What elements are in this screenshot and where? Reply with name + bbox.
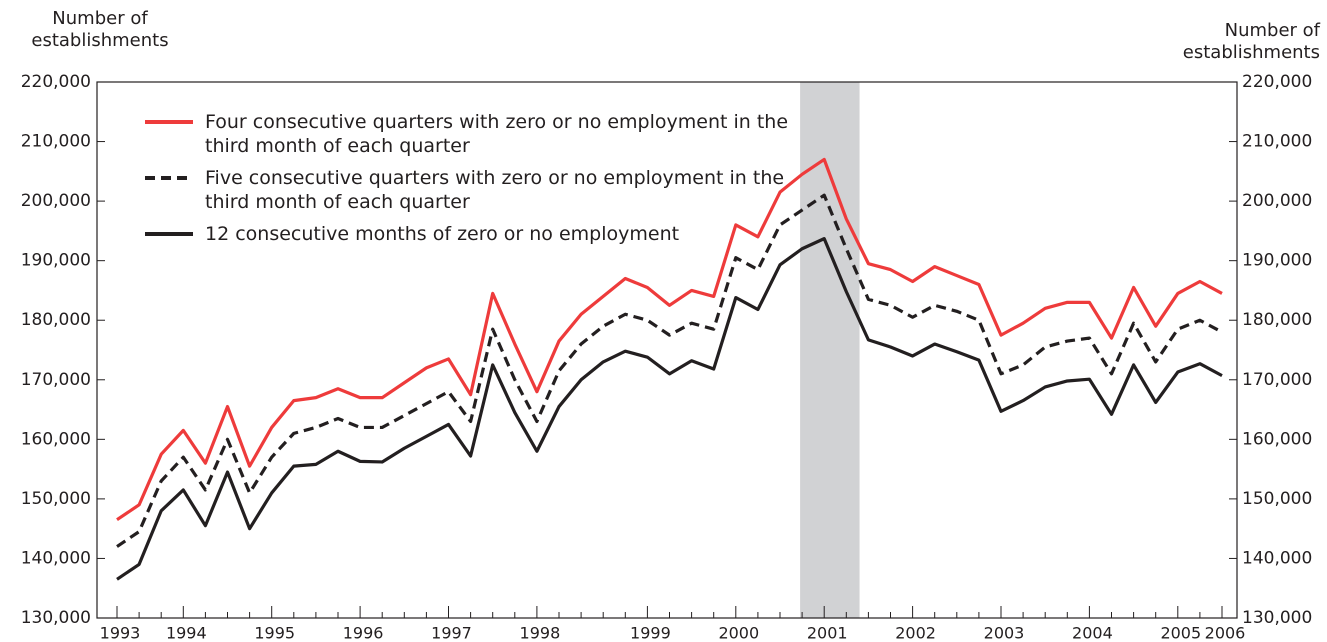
y2-tick-label: 140,000 (1242, 548, 1312, 568)
y-tick-label: 200,000 (21, 191, 91, 211)
y-tick-label: 160,000 (21, 429, 91, 449)
y-tick-label: 150,000 (21, 489, 91, 509)
y-tick-label: 170,000 (21, 370, 91, 390)
legend-swatch (145, 232, 193, 236)
legend-entry: Four consecutive quarters with zero or n… (145, 110, 790, 158)
x-tick-label: 1999 (630, 624, 671, 642)
y2-tick-label: 190,000 (1242, 251, 1312, 271)
x-tick-label: 2000 (718, 624, 759, 642)
series-line (116, 237, 1223, 581)
x-tick-label: 2002 (895, 624, 936, 642)
x-tick-label: 1996 (343, 624, 384, 642)
x-tick-label: 2003 (984, 624, 1025, 642)
x-tick-label: 1995 (254, 624, 295, 642)
y-axis-title: Number of establishments (31, 8, 169, 51)
recession-shade (800, 82, 860, 618)
y2-tick-label: 150,000 (1242, 489, 1312, 509)
x-tick-label: 2005 (1160, 624, 1201, 642)
x-tick-label: 1994 (166, 624, 207, 642)
y-tick-label: 190,000 (21, 251, 91, 271)
legend-entry: Five consecutive quarters with zero or n… (145, 166, 790, 214)
y2-tick-label: 130,000 (1242, 608, 1312, 628)
plot-frame (96, 81, 1238, 619)
x-tick-label: 1993 (100, 624, 141, 642)
series-line (116, 157, 1223, 522)
legend-swatch (145, 176, 193, 180)
y2-tick-label: 200,000 (1242, 191, 1312, 211)
legend-label: 12 consecutive months of zero or no empl… (205, 223, 680, 245)
y-tick-label: 220,000 (21, 72, 91, 92)
y2-tick-label: 180,000 (1242, 310, 1312, 330)
legend-label: Four consecutive quarters with zero or n… (205, 111, 789, 157)
y-tick-label: 140,000 (21, 548, 91, 568)
y2-tick-label: 160,000 (1242, 429, 1312, 449)
x-tick-label: 2006 (1205, 624, 1246, 642)
x-tick-label: 2004 (1072, 624, 1113, 642)
y2-axis-title: Number of establishments (1182, 20, 1320, 63)
x-tick-label: 1997 (431, 624, 472, 642)
y-tick-label: 130,000 (21, 608, 91, 628)
legend-label: Five consecutive quarters with zero or n… (205, 167, 785, 213)
legend-entry: 12 consecutive months of zero or no empl… (145, 222, 790, 246)
legend: Four consecutive quarters with zero or n… (145, 110, 790, 254)
y-tick-label: 180,000 (21, 310, 91, 330)
x-tick-label: 2001 (807, 624, 848, 642)
y2-tick-label: 220,000 (1242, 72, 1312, 92)
x-tick-label: 1998 (520, 624, 561, 642)
y2-tick-label: 210,000 (1242, 132, 1312, 152)
y-tick-label: 210,000 (21, 132, 91, 152)
legend-swatch (145, 120, 193, 124)
y2-tick-label: 170,000 (1242, 370, 1312, 390)
series-line (116, 193, 1223, 548)
